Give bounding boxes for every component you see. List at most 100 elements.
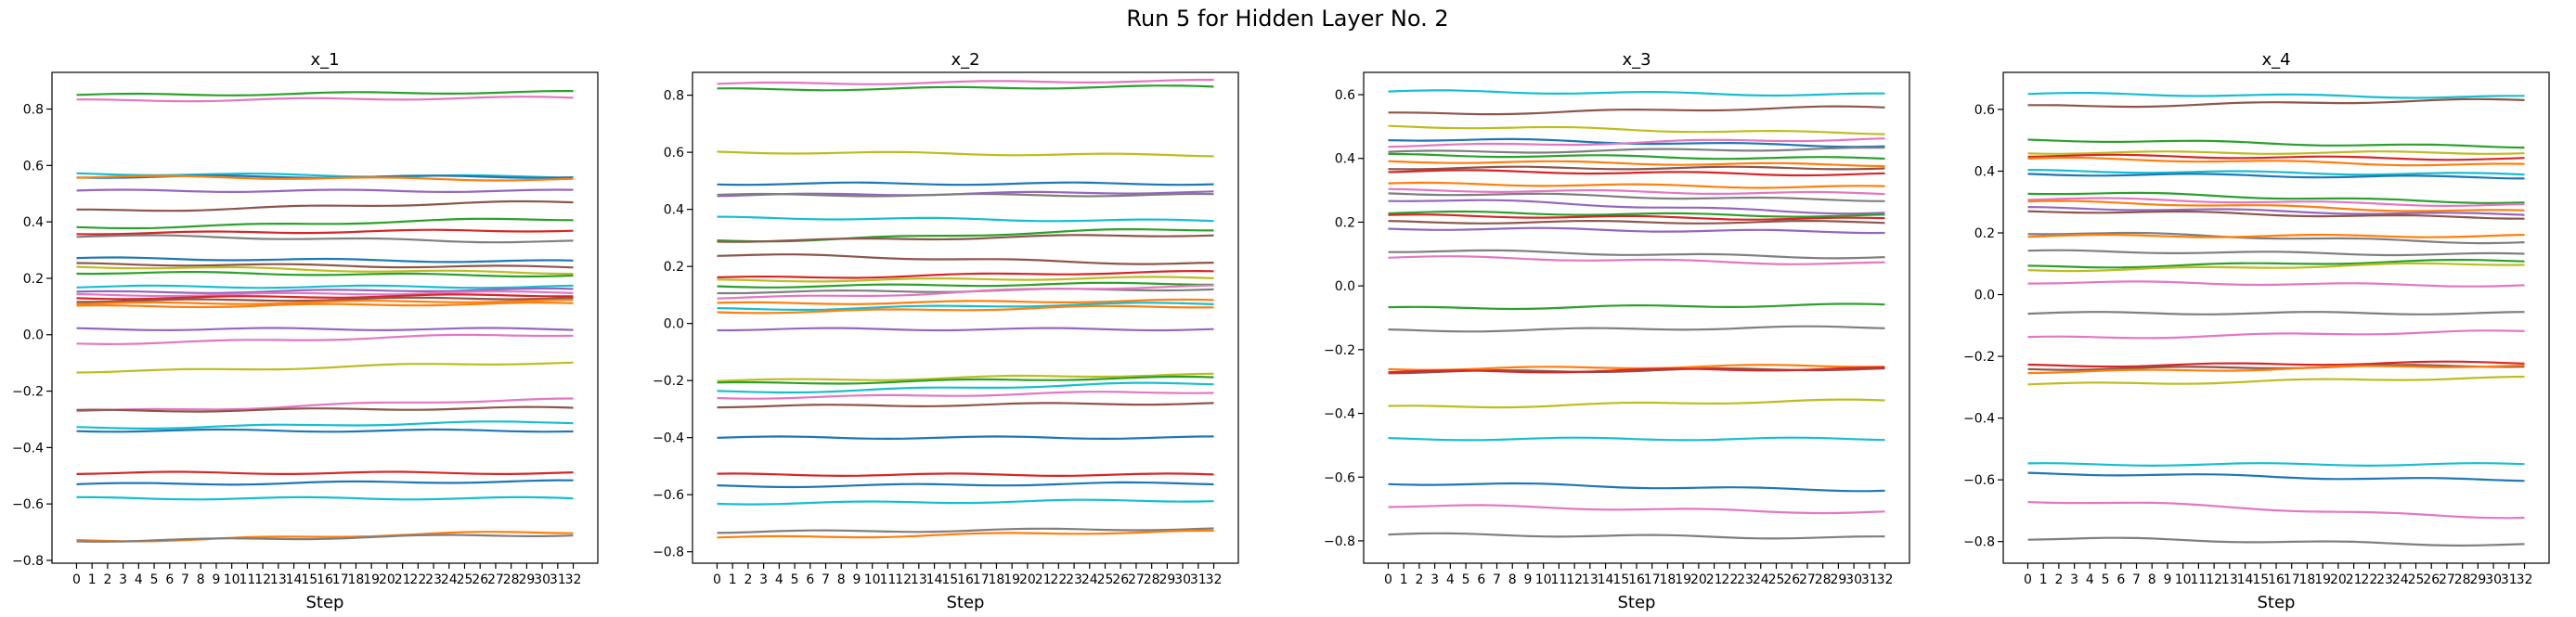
series-line xyxy=(1388,124,1885,135)
series-line xyxy=(76,533,574,543)
x-tick-label: 26 xyxy=(2423,572,2440,587)
x-tick-label: 12 xyxy=(895,572,912,587)
subplots: −0.8−0.6−0.4−0.20.00.20.40.60.80 1 2 3 4 5 6 7 8… xyxy=(12,50,2550,612)
x-tick-label: 21 xyxy=(1706,572,1723,587)
x-tick-label: 20 xyxy=(1690,572,1707,587)
x-tick-label: 2 xyxy=(2054,572,2063,587)
x-tick-label: 9 xyxy=(852,572,861,587)
series-line xyxy=(2027,169,2525,176)
series-line xyxy=(1388,532,1885,540)
series-line xyxy=(1388,165,1885,171)
series-line xyxy=(717,529,1214,539)
y-tick-label: −0.2 xyxy=(1324,343,1355,358)
series-line xyxy=(717,498,1214,506)
series-line xyxy=(76,299,574,305)
series-line xyxy=(2027,364,2525,375)
x-tick-label: 10 xyxy=(1535,572,1552,587)
x-tick-label: 29 xyxy=(2469,572,2486,587)
series-line xyxy=(1388,226,1885,235)
series-line xyxy=(1388,187,1885,196)
x-tick-label: 22 xyxy=(409,572,426,587)
x-tick-label: 11 xyxy=(879,572,896,587)
series-line xyxy=(717,391,1214,400)
series-line xyxy=(2027,471,2525,482)
y-tick-label: 0.6 xyxy=(23,159,44,174)
x-tick-label: 5 xyxy=(1462,572,1470,587)
x-tick-label: 12 xyxy=(1566,572,1583,587)
series-line xyxy=(76,262,574,269)
series-line xyxy=(717,150,1214,158)
series-line xyxy=(76,397,574,413)
series-line xyxy=(2027,462,2525,468)
series-line xyxy=(717,375,1214,385)
series-line xyxy=(717,215,1214,223)
series-line xyxy=(2027,536,2525,547)
y-tick-label: −0.6 xyxy=(1963,473,1995,488)
series-line xyxy=(2027,206,2525,216)
x-tick-label: 4 xyxy=(1446,572,1455,587)
series-line xyxy=(76,333,574,346)
x-tick-label: 9 xyxy=(2163,572,2171,587)
x-tick-label: 3 xyxy=(759,572,768,587)
series-line xyxy=(2027,150,2525,155)
series-line xyxy=(2027,97,2525,109)
y-tick-label: −0.2 xyxy=(653,374,684,389)
series-line xyxy=(76,495,574,501)
x-tick-label: 6 xyxy=(2116,572,2125,587)
series-line xyxy=(2027,231,2525,245)
x-tick-label: 22 xyxy=(1721,572,1738,587)
x-tick-label: 24 xyxy=(2392,572,2409,587)
x-tick-label: 10 xyxy=(224,572,240,587)
series-line xyxy=(717,269,1214,279)
series-line xyxy=(1388,249,1885,260)
x-tick-label: 12 xyxy=(254,572,271,587)
y-tick-label: 0.8 xyxy=(23,103,44,118)
x-tick-label: 4 xyxy=(135,572,143,587)
series-line xyxy=(717,281,1214,289)
series-line xyxy=(76,293,574,301)
series-line xyxy=(1388,436,1885,442)
series-line xyxy=(2027,258,2525,269)
x-tick-label: 9 xyxy=(1523,572,1532,587)
subplot-title: x_4 xyxy=(2261,50,2290,70)
series-line xyxy=(1388,199,1885,215)
x-tick-label: 14 xyxy=(1598,572,1614,587)
series-line xyxy=(76,287,574,294)
x-tick-label: 25 xyxy=(1097,572,1114,587)
series-line xyxy=(2027,91,2525,99)
y-tick-label: −0.4 xyxy=(1324,407,1355,422)
y-tick-label: 0.0 xyxy=(1974,289,1995,303)
series-line xyxy=(717,402,1214,409)
x-tick-label: 6 xyxy=(806,572,814,587)
x-tick-label: 20 xyxy=(2330,572,2347,587)
x-tick-label: 21 xyxy=(395,572,411,587)
x-tick-label: 1 xyxy=(88,572,97,587)
series-line xyxy=(76,296,574,303)
series-line xyxy=(76,479,574,486)
x-tick-label: 13 xyxy=(2221,572,2238,587)
x-tick-label: 10 xyxy=(2175,572,2192,587)
series-line xyxy=(2027,210,2525,220)
x-tick-label: 5 xyxy=(791,572,799,587)
x-axis-label: Step xyxy=(947,593,985,612)
x-tick-label: 30 xyxy=(1174,572,1191,587)
x-tick-label: 21 xyxy=(1035,572,1052,587)
x-tick-label: 23 xyxy=(2376,572,2393,587)
series-line xyxy=(2027,138,2525,149)
series-lines xyxy=(2027,91,2525,547)
x-tick-label: 30 xyxy=(2485,572,2502,587)
y-tick-label: −0.8 xyxy=(1324,534,1355,549)
x-tick-label: 0 xyxy=(2024,572,2032,587)
subplot-4: −0.8−0.6−0.4−0.20.00.20.40.60 1 2 3 4 5 6 7 8 9 10… xyxy=(1963,50,2550,612)
x-tick-label: 7 xyxy=(1493,572,1501,587)
x-tick-label: 20 xyxy=(379,572,395,587)
series-line xyxy=(717,253,1214,265)
y-tick-label: 0.2 xyxy=(1335,215,1355,230)
x-tick-label: 15 xyxy=(1612,572,1629,587)
series-line xyxy=(1388,169,1885,177)
x-tick-label: 27 xyxy=(487,572,504,587)
series-lines xyxy=(1388,89,1885,540)
x-tick-label: 6 xyxy=(1477,572,1485,587)
x-tick-label: 6 xyxy=(165,572,174,587)
y-tick-label: 0.4 xyxy=(23,215,44,230)
